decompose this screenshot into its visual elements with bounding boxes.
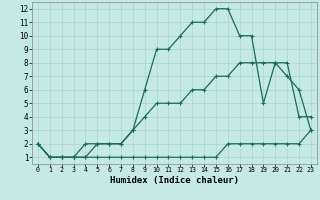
X-axis label: Humidex (Indice chaleur): Humidex (Indice chaleur) bbox=[110, 176, 239, 185]
